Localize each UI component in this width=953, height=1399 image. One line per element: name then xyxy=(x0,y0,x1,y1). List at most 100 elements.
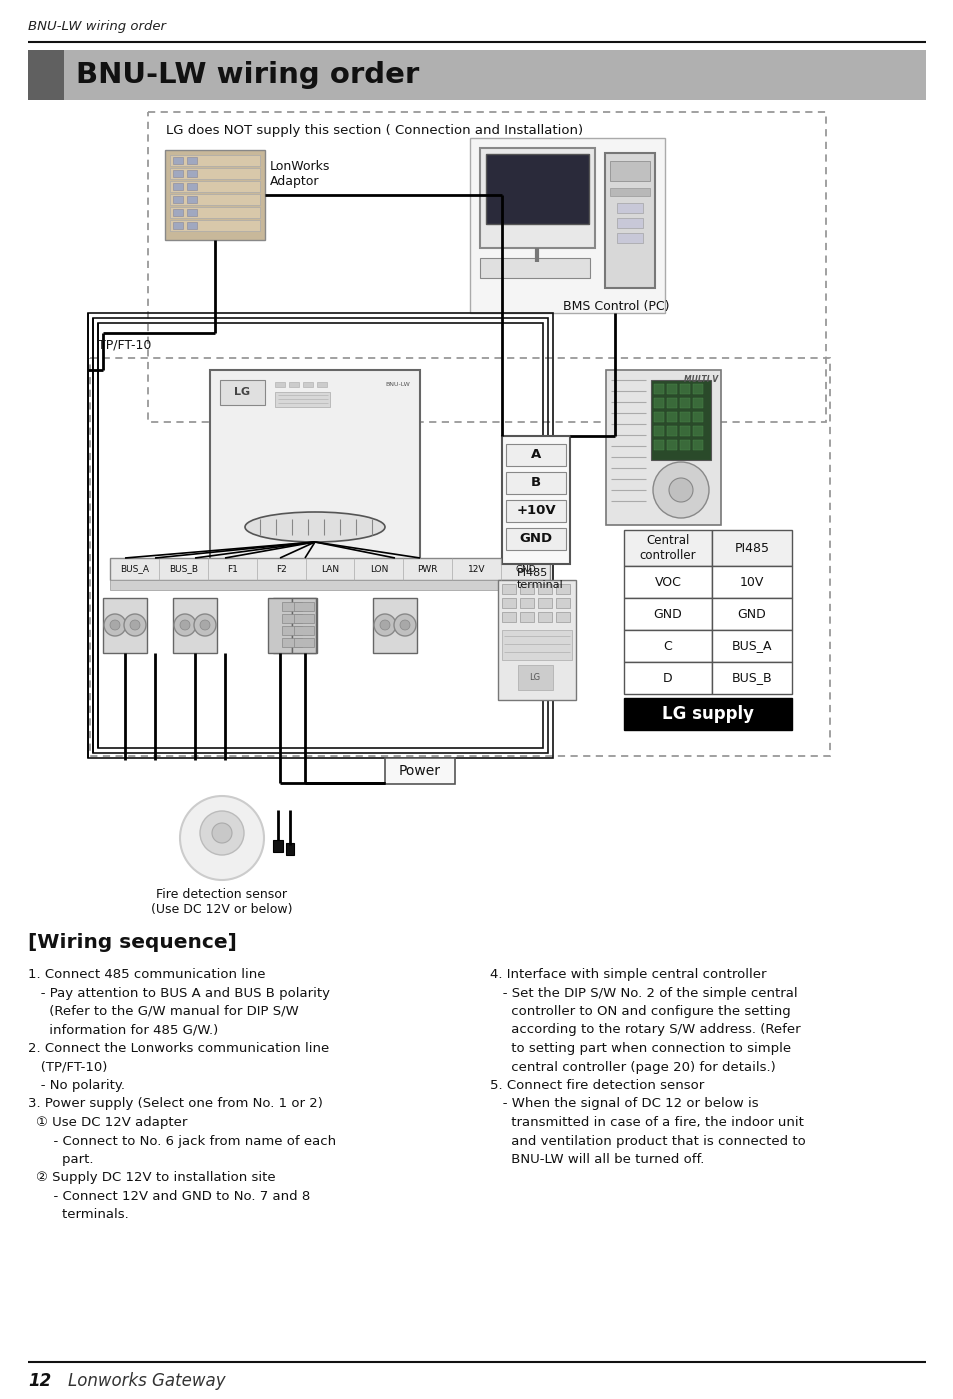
Text: GND: GND xyxy=(737,607,765,621)
Bar xyxy=(711,662,791,694)
Bar xyxy=(654,427,663,436)
Bar xyxy=(711,567,791,597)
Bar xyxy=(617,203,642,213)
Bar xyxy=(505,527,565,550)
Text: controller to ON and configure the setting: controller to ON and configure the setti… xyxy=(490,1004,790,1018)
Bar xyxy=(170,207,260,218)
Bar xyxy=(90,358,829,755)
Bar xyxy=(711,630,791,662)
Bar xyxy=(505,499,565,522)
Bar xyxy=(517,262,557,269)
Text: BNU-LW wiring order: BNU-LW wiring order xyxy=(28,20,166,34)
Bar xyxy=(679,441,689,450)
Circle shape xyxy=(399,620,410,630)
Circle shape xyxy=(294,614,315,637)
Circle shape xyxy=(200,620,210,630)
Text: VOC: VOC xyxy=(654,575,680,589)
Bar xyxy=(294,638,314,646)
Bar xyxy=(282,602,302,611)
Circle shape xyxy=(299,620,310,630)
Bar xyxy=(556,583,569,595)
Bar xyxy=(187,222,196,229)
Text: (TP/FT-10): (TP/FT-10) xyxy=(28,1060,108,1073)
Ellipse shape xyxy=(245,512,385,541)
Text: BMS Control (PC): BMS Control (PC) xyxy=(563,299,669,313)
Bar xyxy=(170,194,260,206)
Bar xyxy=(316,382,327,388)
Bar xyxy=(187,171,196,178)
Bar xyxy=(537,611,552,623)
Bar xyxy=(294,625,314,635)
Bar xyxy=(617,218,642,228)
Bar xyxy=(654,383,663,395)
Bar xyxy=(537,597,552,609)
Text: terminals.: terminals. xyxy=(28,1209,129,1221)
Text: BUS_B: BUS_B xyxy=(169,565,197,574)
Text: BUS_B: BUS_B xyxy=(731,672,772,684)
Text: and ventilation product that is connected to: and ventilation product that is connecte… xyxy=(490,1135,805,1147)
Bar xyxy=(172,222,183,229)
Bar xyxy=(373,597,416,653)
Text: 3. Power supply (Select one from No. 1 or 2): 3. Power supply (Select one from No. 1 o… xyxy=(28,1097,322,1111)
Bar xyxy=(679,427,689,436)
Circle shape xyxy=(180,620,190,630)
Text: LG: LG xyxy=(529,673,540,681)
Circle shape xyxy=(374,614,395,637)
Bar xyxy=(294,614,314,623)
Bar xyxy=(110,558,550,581)
Bar xyxy=(692,411,702,422)
Bar xyxy=(692,427,702,436)
Text: C: C xyxy=(663,639,672,652)
Bar xyxy=(385,758,455,783)
Circle shape xyxy=(652,462,708,518)
Text: LonWorks
Adaptor: LonWorks Adaptor xyxy=(270,159,330,187)
Bar xyxy=(654,441,663,450)
Text: TP/FT-10: TP/FT-10 xyxy=(98,339,152,351)
Bar xyxy=(98,323,542,748)
Bar xyxy=(479,148,595,248)
Bar xyxy=(654,411,663,422)
Text: ① Use DC 12V adapter: ① Use DC 12V adapter xyxy=(36,1116,187,1129)
Text: BNU-LW wiring order: BNU-LW wiring order xyxy=(76,62,418,90)
Bar xyxy=(170,180,260,192)
Text: LAN: LAN xyxy=(320,565,338,574)
Bar xyxy=(172,171,183,178)
Text: F1: F1 xyxy=(227,565,237,574)
Bar xyxy=(666,383,677,395)
Circle shape xyxy=(212,823,232,844)
Bar xyxy=(103,597,147,653)
Text: PI485
terminal: PI485 terminal xyxy=(517,568,563,589)
Bar xyxy=(292,597,315,653)
Bar xyxy=(479,257,589,278)
Text: A: A xyxy=(530,449,540,462)
Bar xyxy=(286,844,294,855)
Text: Fire detection sensor
(Use DC 12V or below): Fire detection sensor (Use DC 12V or bel… xyxy=(152,888,293,916)
Bar xyxy=(692,383,702,395)
Text: - When the signal of DC 12 or below is: - When the signal of DC 12 or below is xyxy=(490,1097,758,1111)
Text: 12V: 12V xyxy=(467,565,485,574)
Bar xyxy=(289,382,298,388)
Bar xyxy=(711,597,791,630)
Text: LG supply: LG supply xyxy=(661,705,753,723)
Circle shape xyxy=(668,478,692,502)
Bar xyxy=(187,157,196,164)
Circle shape xyxy=(200,811,244,855)
Bar xyxy=(666,411,677,422)
Bar xyxy=(505,471,565,494)
Bar xyxy=(294,602,314,611)
Bar xyxy=(28,50,925,99)
Text: PI485: PI485 xyxy=(734,541,769,554)
Bar xyxy=(556,597,569,609)
Circle shape xyxy=(104,614,126,637)
Circle shape xyxy=(394,614,416,637)
Text: B: B xyxy=(531,477,540,490)
Circle shape xyxy=(124,614,146,637)
Text: LON: LON xyxy=(370,565,388,574)
Text: 10V: 10V xyxy=(739,575,763,589)
Text: 5. Connect fire detection sensor: 5. Connect fire detection sensor xyxy=(490,1079,703,1093)
Bar xyxy=(187,196,196,203)
Bar xyxy=(604,152,655,288)
Text: BUS_A: BUS_A xyxy=(731,639,771,652)
Bar xyxy=(273,839,283,852)
Bar xyxy=(220,381,265,404)
